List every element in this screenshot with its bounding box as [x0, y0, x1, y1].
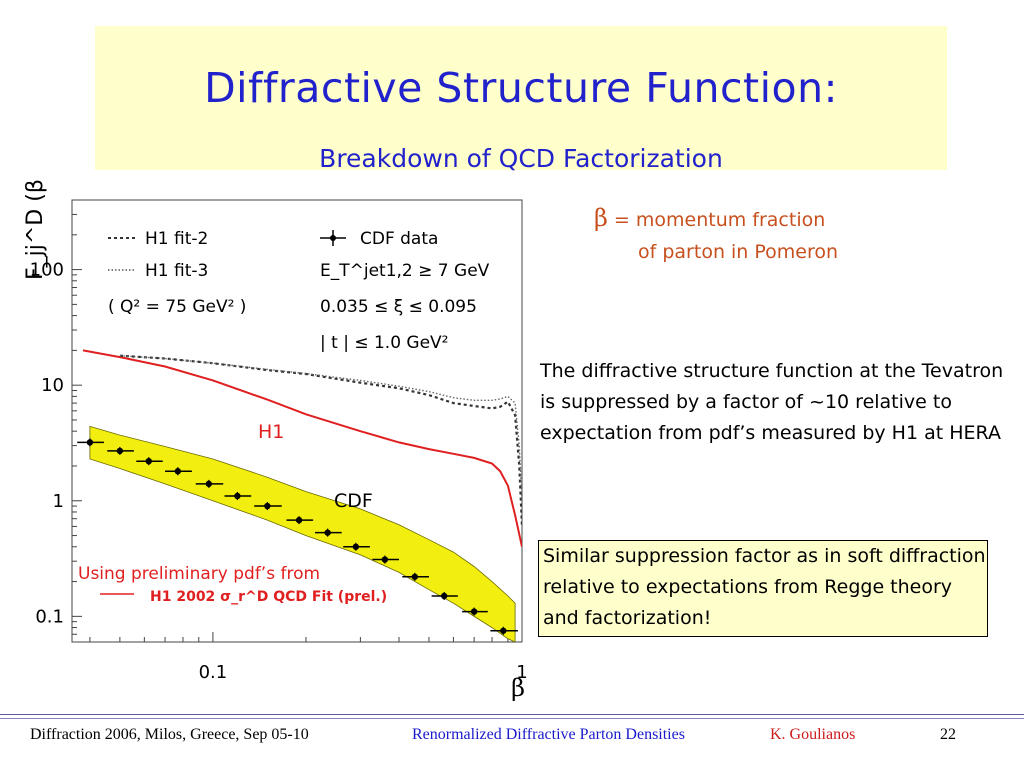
band-layer [89, 425, 516, 642]
cdf-annotation: CDF [334, 490, 373, 512]
footer-divider-2 [0, 718, 1024, 719]
legend-t-cut: | t | ≤ 1.0 GeV² [320, 333, 449, 353]
cdf-data-point [145, 457, 152, 465]
fit-uncertainty-band [89, 425, 516, 642]
x-tick-label: 1 [516, 662, 527, 683]
y-tick-label: 100 [30, 260, 64, 281]
legend-q2-label: ( Q² = 75 GeV² ) [108, 297, 246, 317]
h1-2002-label: H1 2002 σ_r^D QCD Fit (prel.) [150, 589, 387, 605]
series-h1-fit-2 [119, 354, 522, 527]
suppression-paragraph: The diffractive structure function at th… [540, 360, 1004, 444]
curve-layer [82, 349, 522, 548]
footer-talk-title: Renormalized Diffractive Parton Densitie… [412, 726, 685, 743]
legend-cdf-swatch-dot [330, 235, 336, 241]
axis-ticks: 0.1 1 0.1 1 10 100 [30, 199, 528, 683]
series-h1-fit-3 [119, 355, 522, 501]
legend-cdf-label: CDF data [360, 229, 438, 249]
footer-divider [0, 714, 1024, 715]
x-tick-label: 0.1 [199, 662, 228, 683]
cdf-data-point [234, 492, 241, 500]
cdf-data-point [381, 556, 389, 563]
points-layer [77, 438, 518, 635]
cdf-data-point [116, 447, 124, 455]
cdf-data-point [352, 543, 360, 550]
footer-author: K. Goulianos [770, 726, 856, 743]
legend: H1 fit-2 H1 fit-3 ( Q² = 75 GeV² ) CDF d… [108, 229, 490, 353]
x-axis-label: β [511, 674, 525, 702]
legend-xi-cut: 0.035 ≤ ξ ≤ 0.095 [320, 297, 477, 317]
cdf-data-point [295, 516, 303, 524]
cdf-data-point [324, 529, 331, 536]
regge-note-box: Similar suppression factor as in soft di… [538, 540, 988, 637]
beta-symbol: β [594, 204, 608, 232]
y-tick-label: 1 [53, 491, 64, 512]
footer-event: Diffraction 2006, Milos, Greece, Sep 05-… [30, 726, 309, 743]
slide-number: 22 [940, 726, 956, 743]
y-tick-label: 0.1 [35, 606, 64, 627]
plot-frame [71, 199, 523, 643]
slide-subtitle: Breakdown of QCD Factorization [319, 144, 723, 173]
cdf-data-point [411, 573, 419, 580]
beta-definition-line1: = momentum fraction [613, 209, 826, 231]
beta-definition-line2: of parton in Pomeron [638, 241, 839, 263]
cdf-data-point [440, 592, 448, 600]
title-banner: Diffractive Structure Function: Breakdow… [95, 26, 947, 173]
series-h1-2002-r-d-qcd-fit-prel- [82, 349, 522, 548]
y-tick-label: 10 [41, 375, 64, 396]
legend-et-cut: E_T^jet1,2 ≥ 7 GeV [320, 261, 490, 281]
cdf-data-point [264, 502, 271, 510]
chart-svg: 0.1 1 0.1 1 10 100 F_jj^D (β) β H1 fit-2 H1 f… [23, 180, 528, 702]
h1-curve-annotation: H1 [258, 421, 284, 443]
cdf-data-point [86, 439, 94, 446]
legend-h1fit3-label: H1 fit-3 [145, 261, 208, 281]
structure-function-chart: 0.1 1 0.1 1 10 100 F_jj^D (β) β H1 fit-2 H1 f… [0, 180, 535, 708]
beta-definition: β = momentum fraction of parton in Pomer… [594, 202, 934, 268]
cdf-data-point [500, 627, 507, 634]
cdf-data-point [174, 468, 182, 475]
cdf-data-point [205, 480, 213, 488]
cdf-data-point [470, 608, 478, 615]
prelim-note: Using preliminary pdf’s from [78, 564, 320, 584]
legend-h1fit2-label: H1 fit-2 [145, 229, 208, 249]
slide-title: Diffractive Structure Function: [204, 64, 838, 112]
y-axis-label: F_jj^D (β) [23, 180, 48, 280]
